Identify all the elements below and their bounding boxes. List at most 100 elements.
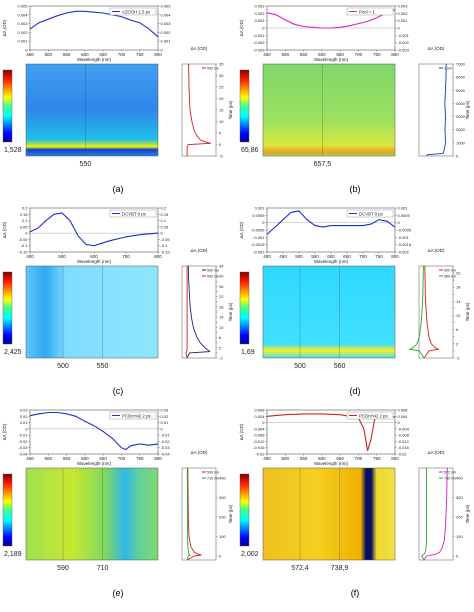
spectrum-ytick-right-label: 0.003 xyxy=(161,21,172,26)
spectrum-ytick-label: 0.002 xyxy=(17,30,28,35)
spectrum-xtick-label: 400 xyxy=(263,254,271,259)
spectrum-ytick-label: 0.1 xyxy=(22,218,28,223)
spectrum-ytick-right-label: 0.004 xyxy=(398,414,409,419)
kinetics-xlabel: ΔA (OD) xyxy=(428,450,445,455)
colorbar xyxy=(2,271,13,345)
kinetics-line xyxy=(408,265,425,359)
spectrum-ytick-right-label: -0.02 xyxy=(161,439,171,444)
kinetics-ytick-label: 30 xyxy=(219,274,224,279)
spectrum-ytick-label: 0 xyxy=(25,426,28,431)
spectrum-xtick-label: 550 xyxy=(63,456,71,461)
spectrum-ytick-right-label: 0.01 xyxy=(161,420,170,425)
kinetics-ytick-label: 400 xyxy=(219,475,226,480)
spectrum-ylabel: ΔA (OD) xyxy=(2,423,7,440)
spectrum-ytick-right-label: -0.004 xyxy=(398,426,410,431)
spectrum-ytick-right-label: -0.002 xyxy=(398,250,410,255)
spectrum-xtick-label: 750 xyxy=(375,254,383,259)
spectrum-xtick-label: 550 xyxy=(300,456,308,461)
kinetics-ylabel: Time (ps) xyxy=(465,504,470,523)
tas-map xyxy=(262,467,396,561)
spectrum-ytick-right-label: 0 xyxy=(398,26,401,31)
spectrum-xtick-label: 750 xyxy=(373,52,381,57)
map-xtick-label: 710 xyxy=(97,565,109,572)
spectrum-legend-box xyxy=(346,209,394,218)
panel-label: (e) xyxy=(113,588,124,598)
spectrum-ytick-right-label: 0.03 xyxy=(161,408,170,413)
kinetics-ytick-label: 10 xyxy=(456,313,461,318)
kinetics-line xyxy=(186,265,211,359)
kinetics-ytick-label: -5 xyxy=(219,154,223,159)
spectrum-ytick-right-label: -0.02 xyxy=(398,452,408,457)
spectrum-ytick-right-label: -0.05 xyxy=(161,237,171,242)
kinetics-ytick-label: -2 xyxy=(456,356,460,361)
spectrum-xtick-label: 600 xyxy=(81,52,89,57)
spectrum-xtick-label: 550 xyxy=(311,254,319,259)
spectrum-ytick-label: 0.008 xyxy=(254,408,265,413)
spectrum-legend: DCVBT 0 ps xyxy=(346,209,394,218)
spectrum-legend-label: DCVBT 0 ps xyxy=(122,211,146,216)
spectrum-xtick-label: 500 xyxy=(282,52,290,57)
kinetics-ytick-label: 3000 xyxy=(456,114,466,119)
spectrum-ytick-label: 0.004 xyxy=(17,12,28,17)
colorbar xyxy=(2,473,13,547)
spectrum-plot: 400 500 600 700 800-0.15 -0.15-0.1 -0.1-0.05 -0… xyxy=(2,206,170,265)
kinetics-legend: 1 nm xyxy=(439,67,452,71)
spectrum-ytick-right-label: -0.15 xyxy=(161,250,171,255)
spectrum-xtick-label: 700 xyxy=(122,254,130,259)
kinetics-ytick-label: 7000 xyxy=(456,62,466,67)
map-xtick-label: 550 xyxy=(80,161,92,168)
spectrum-xtick-label: 600 xyxy=(318,52,326,57)
spectrum-ytick-label: 0.001 xyxy=(254,18,265,23)
spectrum-legend-label: PCDnH42 2 ps xyxy=(122,413,151,418)
map-xtick-label: 572,4 xyxy=(291,565,309,572)
spectrum-xtick-label: 600 xyxy=(90,254,98,259)
kinetics-line xyxy=(423,265,440,359)
kinetics-ytick-label: 22 xyxy=(219,294,224,299)
spectrum-ytick-right-label: -0.001 xyxy=(398,33,410,38)
kinetics-legend-label: 560 nm xyxy=(444,275,456,279)
spectrum-xtick-label: 600 xyxy=(327,254,335,259)
kinetics-ytick-label: 1000 xyxy=(456,140,466,145)
spectrum-xtick-label: 450 xyxy=(26,456,34,461)
spectrum-xtick-label: 450 xyxy=(263,456,271,461)
spectrum-ytick-label: 0.0005 xyxy=(252,213,265,218)
kinetics-frame xyxy=(181,63,217,157)
spectrum-ytick-right-label: 0.002 xyxy=(161,30,172,35)
kinetics-ytick-label: 34 xyxy=(219,264,224,269)
spectrum-xtick-label: 500 xyxy=(45,52,53,57)
spectrum-ytick-right-label: 0.005 xyxy=(161,4,172,9)
spectrum-xlabel: Wavelength (nm) xyxy=(314,461,349,466)
spectrum-ytick-right-label: 0 xyxy=(161,426,164,431)
kinetics-ytick-label: 2000 xyxy=(456,127,466,132)
spectrum-ytick-label: -0.003 xyxy=(253,48,265,53)
kinetics-ytick-label: 30 xyxy=(219,73,224,78)
spectrum-xtick-label: 700 xyxy=(359,254,367,259)
kinetics-ylabel: Time (ps) xyxy=(228,100,233,119)
spectrum-ytick-label: 0.05 xyxy=(20,224,29,229)
spectrum-ytick-right-label: -0.002 xyxy=(398,40,410,45)
spectrum-ytick-right-label: 0.0005 xyxy=(398,213,411,218)
kinetics-xlabel: ΔA (OD) xyxy=(191,46,208,51)
colorbar xyxy=(239,271,250,345)
spectrum-ytick-label: 0.005 xyxy=(17,4,28,9)
map-xtick-label: 738,9 xyxy=(331,565,349,572)
spectrum-ytick-label: 0.15 xyxy=(20,212,29,217)
kinetics-ylabel: Time (ps) xyxy=(228,302,233,321)
spectrum-xtick-label: 600 xyxy=(81,456,89,461)
kinetics-ytick-label: 100 xyxy=(219,534,226,539)
spectrum-ytick-right-label: 0 xyxy=(161,48,164,53)
panel-e: 450 500 550 600 650 700 750 800-0.04 -0.04-0.03-… xyxy=(2,408,233,599)
tas-map xyxy=(262,265,396,359)
spectrum-ytick-label: -0.001 xyxy=(253,235,265,240)
spectrum-ylabel: ΔA (OD) xyxy=(2,221,7,238)
spectrum-xtick-label: 750 xyxy=(373,456,381,461)
kinetics-line xyxy=(426,63,447,157)
kinetics-ytick-label: 5 xyxy=(219,131,222,136)
kinetics-ytick-label: 300 xyxy=(456,495,463,500)
kinetics-plot: -2 2 6 10 14 18 22 Time (ps) ΔA (OD) 500 nm 560 nm xyxy=(408,248,470,361)
spectrum-xtick-label: 800 xyxy=(154,52,162,57)
spectrum-ytick-right-label: 0.001 xyxy=(161,39,172,44)
kinetics-ylabel: Time (ps) xyxy=(228,504,233,523)
